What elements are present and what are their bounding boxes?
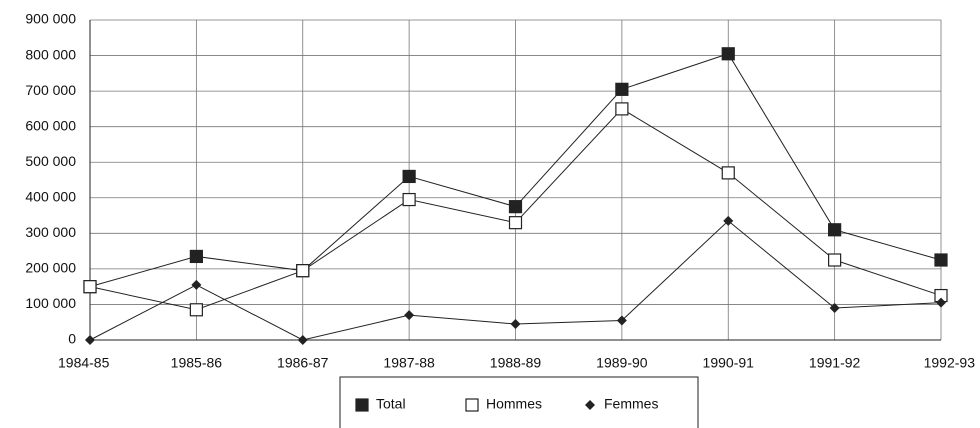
marker (721, 47, 735, 61)
marker (615, 82, 629, 96)
marker (83, 280, 97, 294)
marker (189, 303, 203, 317)
y-tick-label: 500 000 (25, 153, 76, 169)
x-tick-label: 1986-87 (277, 355, 329, 371)
marker (616, 315, 627, 326)
marker (615, 102, 629, 116)
x-tick-label: 1991-92 (809, 355, 861, 371)
legend-label: Hommes (486, 396, 542, 412)
y-tick-label: 300 000 (25, 224, 76, 240)
x-tick-label: 1985-86 (171, 355, 223, 371)
marker (936, 297, 946, 308)
marker (402, 169, 416, 184)
marker (585, 400, 595, 410)
marker (85, 335, 95, 345)
x-tick-label: 1990-91 (703, 355, 755, 371)
y-tick-label: 200 000 (25, 260, 76, 276)
y-tick-label: 100 000 (25, 295, 76, 311)
marker (723, 215, 734, 226)
y-tick-label: 0 (68, 331, 76, 347)
marker (296, 264, 310, 278)
y-tick-label: 900 000 (25, 11, 76, 27)
x-tick-label: 1984-85 (58, 355, 110, 371)
marker (191, 279, 202, 290)
x-tick-label: 1987-88 (383, 355, 435, 371)
y-tick-label: 400 000 (25, 188, 76, 204)
marker (297, 335, 308, 345)
marker (355, 398, 369, 412)
y-tick-label: 700 000 (25, 82, 76, 98)
marker (404, 310, 415, 321)
marker (508, 216, 523, 230)
marker (721, 166, 735, 180)
x-tick-label: 1992-93 (924, 355, 976, 371)
marker (189, 249, 203, 264)
marker (829, 303, 840, 313)
marker (934, 253, 948, 267)
marker (465, 398, 479, 412)
marker (402, 192, 416, 207)
y-tick-label: 800 000 (25, 46, 76, 62)
legend-label: Total (376, 396, 406, 412)
legend-box (339, 376, 699, 428)
x-tick-label: 1989-90 (596, 355, 648, 371)
y-tick-label: 600 000 (25, 117, 76, 133)
legend-label: Femmes (604, 396, 658, 412)
marker (828, 253, 842, 267)
marker (510, 319, 521, 329)
marker (828, 223, 842, 237)
x-tick-label: 1988-89 (490, 355, 542, 371)
marker (508, 200, 523, 214)
